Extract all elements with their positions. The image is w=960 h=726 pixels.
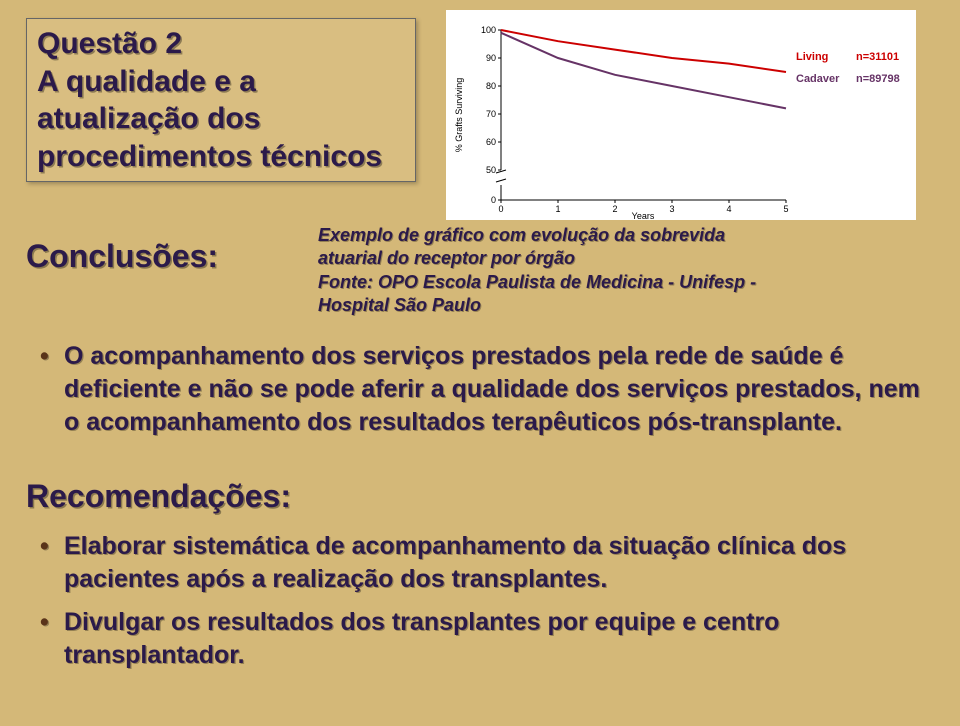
svg-text:0: 0 [498,204,503,214]
conclusoes-heading: Conclusões: [26,238,218,275]
chart-svg: 0 50 60 70 80 90 100 0 1 2 3 4 5 [446,10,916,220]
chart-source: Exemplo de gráfico com evolução da sobre… [318,224,930,318]
svg-text:2: 2 [612,204,617,214]
conclusoes-item: O acompanhamento dos serviços prestados … [40,340,920,439]
source-line-4: Hospital São Paulo [318,294,930,317]
svg-text:100: 100 [481,25,496,35]
legend-living-label: Living [796,51,828,63]
svg-text:4: 4 [726,204,731,214]
svg-text:80: 80 [486,81,496,91]
recomendacoes-heading: Recomendações: [26,478,291,515]
survival-chart: 0 50 60 70 80 90 100 0 1 2 3 4 5 [446,10,916,220]
source-line-2: atuarial do receptor por órgão [318,247,930,270]
source-line-3: Fonte: OPO Escola Paulista de Medicina -… [318,271,930,294]
title-line-1: Questão 2 [37,25,405,63]
legend-living-n: n=31101 [856,51,899,63]
chart-ylabel: % Grafts Surviving [454,78,464,153]
recomendacoes-item: Elaborar sistemática de acompanhamento d… [40,530,920,596]
title-line-3: atualização dos [37,100,405,138]
chart-xlabel: Years [632,211,655,220]
chart-series-cadaver [501,33,786,109]
legend-cadaver-label: Cadaver [796,73,840,85]
svg-text:5: 5 [783,204,788,214]
title-line-4: procedimentos técnicos [37,138,405,176]
svg-text:90: 90 [486,53,496,63]
recomendacoes-list: Elaborar sistemática de acompanhamento d… [40,530,920,682]
svg-text:0: 0 [491,195,496,205]
conclusoes-list: O acompanhamento dos serviços prestados … [40,340,920,449]
title-line-2: A qualidade e a [37,63,405,101]
svg-text:60: 60 [486,137,496,147]
source-line-1: Exemplo de gráfico com evolução da sobre… [318,224,930,247]
svg-text:3: 3 [669,204,674,214]
title-box: Questão 2 A qualidade e a atualização do… [26,18,416,182]
svg-text:1: 1 [555,204,560,214]
svg-text:50: 50 [486,165,496,175]
recomendacoes-item: Divulgar os resultados dos transplantes … [40,606,920,672]
svg-text:70: 70 [486,109,496,119]
legend-cadaver-n: n=89798 [856,73,900,85]
